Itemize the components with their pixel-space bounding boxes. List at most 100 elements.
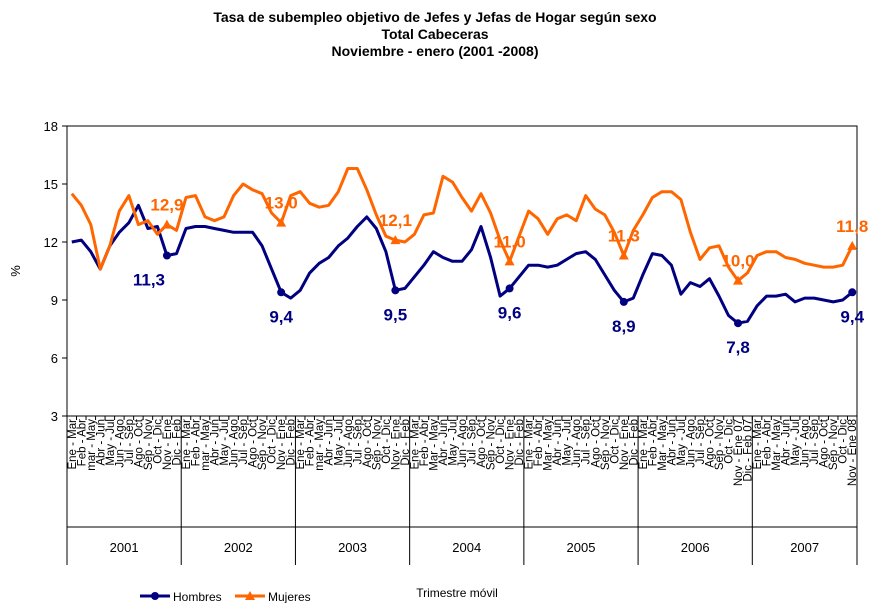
x-tick-label: Nov - Ene 08 bbox=[847, 419, 859, 486]
x-tick-label: Nov - Ene bbox=[276, 419, 288, 470]
x-tick-label: Jun - Ago bbox=[457, 419, 469, 468]
x-tick-label: Jun - Ago bbox=[571, 419, 583, 468]
data-label: 9,4 bbox=[840, 307, 864, 326]
x-tick-label: Sep - Nov bbox=[486, 419, 498, 470]
group-label: 2002 bbox=[224, 540, 253, 555]
x-tick-label: Ene - Mar bbox=[524, 419, 536, 470]
x-tick-label: Sep - Nov bbox=[714, 419, 726, 470]
data-label: 11,3 bbox=[608, 227, 640, 246]
x-tick-label: Oct - Dic bbox=[495, 419, 507, 464]
x-tick-label: Jul - Sep bbox=[238, 419, 250, 464]
point-marker bbox=[504, 256, 515, 266]
x-axis-label: Trimestre móvil bbox=[416, 586, 498, 600]
x-tick-label: Feb - Abr bbox=[647, 419, 659, 466]
x-tick-label: May - Jul bbox=[790, 419, 802, 466]
y-tick-label: 9 bbox=[51, 293, 58, 308]
data-label: 9,4 bbox=[269, 307, 293, 326]
data-label: 8,9 bbox=[612, 317, 636, 336]
x-tick-label: Nov - Ene bbox=[390, 419, 402, 470]
x-tick-label: Oct - Dic bbox=[609, 419, 621, 464]
x-tick-label: Sep - Nov bbox=[828, 419, 840, 470]
point-marker bbox=[848, 288, 857, 297]
x-tick-label: Sep - Nov bbox=[600, 419, 612, 470]
data-label: 12,9 bbox=[150, 196, 183, 215]
x-tick-label: May - Jul bbox=[105, 419, 117, 466]
x-tick-label: Jun - Ago bbox=[229, 419, 241, 468]
x-tick-label: Ene - Mar bbox=[409, 419, 421, 470]
x-tick-label: Feb - Abr bbox=[533, 419, 545, 466]
x-tick-label: Jul - Sep bbox=[809, 419, 821, 464]
x-tick-label: Ago - Oct bbox=[362, 418, 374, 467]
data-label: 7,8 bbox=[726, 338, 750, 357]
x-tick-label: Jul - Sep bbox=[352, 419, 364, 464]
x-tick-label: May - Jul bbox=[447, 419, 459, 466]
x-tick-label: Oct - Dic bbox=[724, 419, 736, 464]
x-tick-label: Dic - Feb bbox=[628, 419, 640, 466]
point-marker bbox=[162, 251, 171, 260]
x-tick-label: Nov - Ene 07 bbox=[733, 419, 745, 486]
point-marker bbox=[618, 250, 629, 260]
legend-label: Mujeres bbox=[268, 590, 311, 603]
x-tick-label: Oct - Dic bbox=[381, 419, 393, 464]
x-tick-label: Oct - Dic bbox=[152, 419, 164, 464]
x-tick-label: Jun - Ago bbox=[114, 419, 126, 468]
x-tick-label: Mar - May bbox=[771, 419, 783, 471]
x-tick-label: Mar - May bbox=[428, 419, 440, 471]
x-tick-label: Ene - Mar bbox=[295, 419, 307, 470]
data-label: 9,5 bbox=[384, 305, 408, 324]
x-tick-label: Ene - Mar bbox=[67, 419, 79, 470]
group-label: 2003 bbox=[338, 540, 367, 555]
x-tick-label: Jun - Ago bbox=[685, 419, 697, 468]
point-marker bbox=[733, 275, 744, 285]
data-label: 12,1 bbox=[379, 211, 412, 230]
x-tick-label: Abr - Jun bbox=[781, 419, 793, 466]
x-tick-label: Ago - Oct bbox=[248, 418, 260, 467]
x-tick-label: Ago - Oct bbox=[133, 418, 145, 467]
data-label: 13,0 bbox=[265, 194, 298, 213]
point-marker bbox=[391, 286, 400, 295]
x-tick-label: Dic - Feb bbox=[514, 419, 526, 466]
x-tick-label: Sep - Nov bbox=[143, 419, 155, 470]
x-tick-label: Feb - Abr bbox=[419, 419, 431, 466]
x-tick-label: Jun - Ago bbox=[343, 419, 355, 468]
x-tick-label: Sep - Nov bbox=[371, 419, 383, 470]
point-marker bbox=[505, 284, 514, 293]
point-marker bbox=[734, 319, 743, 328]
x-tick-label: Dic - Feb 07 bbox=[743, 419, 755, 482]
x-tick-label: Feb - Abr bbox=[190, 419, 202, 466]
x-tick-label: Abr - Jun bbox=[324, 419, 336, 466]
x-tick-label: Ago - Oct bbox=[819, 418, 831, 467]
y-axis-label: % bbox=[8, 265, 23, 277]
x-tick-label: Jul - Sep bbox=[581, 419, 593, 464]
y-tick-label: 6 bbox=[51, 351, 58, 366]
x-tick-label: Feb - Abr bbox=[76, 419, 88, 466]
x-tick-label: Oct - Dic bbox=[267, 419, 279, 464]
x-tick-label: Jul - Sep bbox=[467, 419, 479, 464]
x-tick-label: May - Jul bbox=[676, 419, 688, 466]
x-tick-label: Abr - Jun bbox=[666, 419, 678, 466]
x-tick-label: Nov - Ene bbox=[505, 419, 517, 470]
x-tick-label: Ago - Oct bbox=[476, 418, 488, 467]
x-tick-label: May - Jul bbox=[333, 419, 345, 466]
group-label: 2006 bbox=[681, 540, 710, 555]
y-tick-label: 18 bbox=[44, 119, 58, 134]
x-tick-label: Dic - Feb bbox=[286, 419, 298, 466]
data-label: 10,0 bbox=[721, 252, 754, 271]
legend-marker bbox=[151, 592, 159, 600]
y-tick-label: 12 bbox=[44, 235, 58, 250]
x-tick-label: Abr - Jun bbox=[552, 419, 564, 466]
chart-title: Tasa de subempleo objetivo de Jefes y Je… bbox=[213, 9, 656, 25]
x-tick-label: mar - May bbox=[86, 419, 98, 471]
x-tick-label: mar - May bbox=[314, 419, 326, 471]
point-marker bbox=[390, 235, 401, 245]
x-tick-label: Abr - Jun bbox=[210, 419, 222, 466]
x-tick-label: Nov - Ene bbox=[619, 419, 631, 470]
group-label: 2007 bbox=[790, 540, 819, 555]
data-label: 11,3 bbox=[133, 271, 165, 290]
x-tick-label: Ene - Mar bbox=[752, 419, 764, 470]
x-tick-label: Ene - Mar bbox=[638, 419, 650, 470]
point-marker bbox=[161, 219, 172, 229]
x-tick-label: Feb - Abr bbox=[762, 419, 774, 466]
x-tick-label: Mar - May bbox=[543, 419, 555, 471]
